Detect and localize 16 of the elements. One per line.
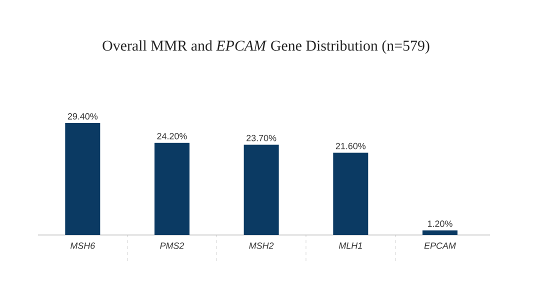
data-label: 23.70% — [246, 134, 276, 142]
x-tick-label: MLH1 — [338, 242, 362, 249]
x-tick-label: MSH2 — [249, 242, 274, 249]
chart-title: Overall MMR and EPCAM Gene Distribution (n=579) — [102, 40, 430, 54]
bar — [333, 152, 368, 235]
data-label: 24.20% — [157, 132, 187, 140]
x-tick-label: EPCAM — [424, 242, 456, 249]
data-label: 21.60% — [336, 142, 366, 150]
bar — [422, 230, 458, 235]
bar — [65, 123, 100, 235]
data-label: 29.40% — [68, 113, 98, 120]
x-tick-label: MSH6 — [70, 242, 96, 249]
bar — [154, 142, 190, 235]
data-label: 1.20% — [428, 220, 452, 227]
x-tick-label: PMS2 — [160, 242, 184, 249]
bar — [244, 144, 279, 235]
